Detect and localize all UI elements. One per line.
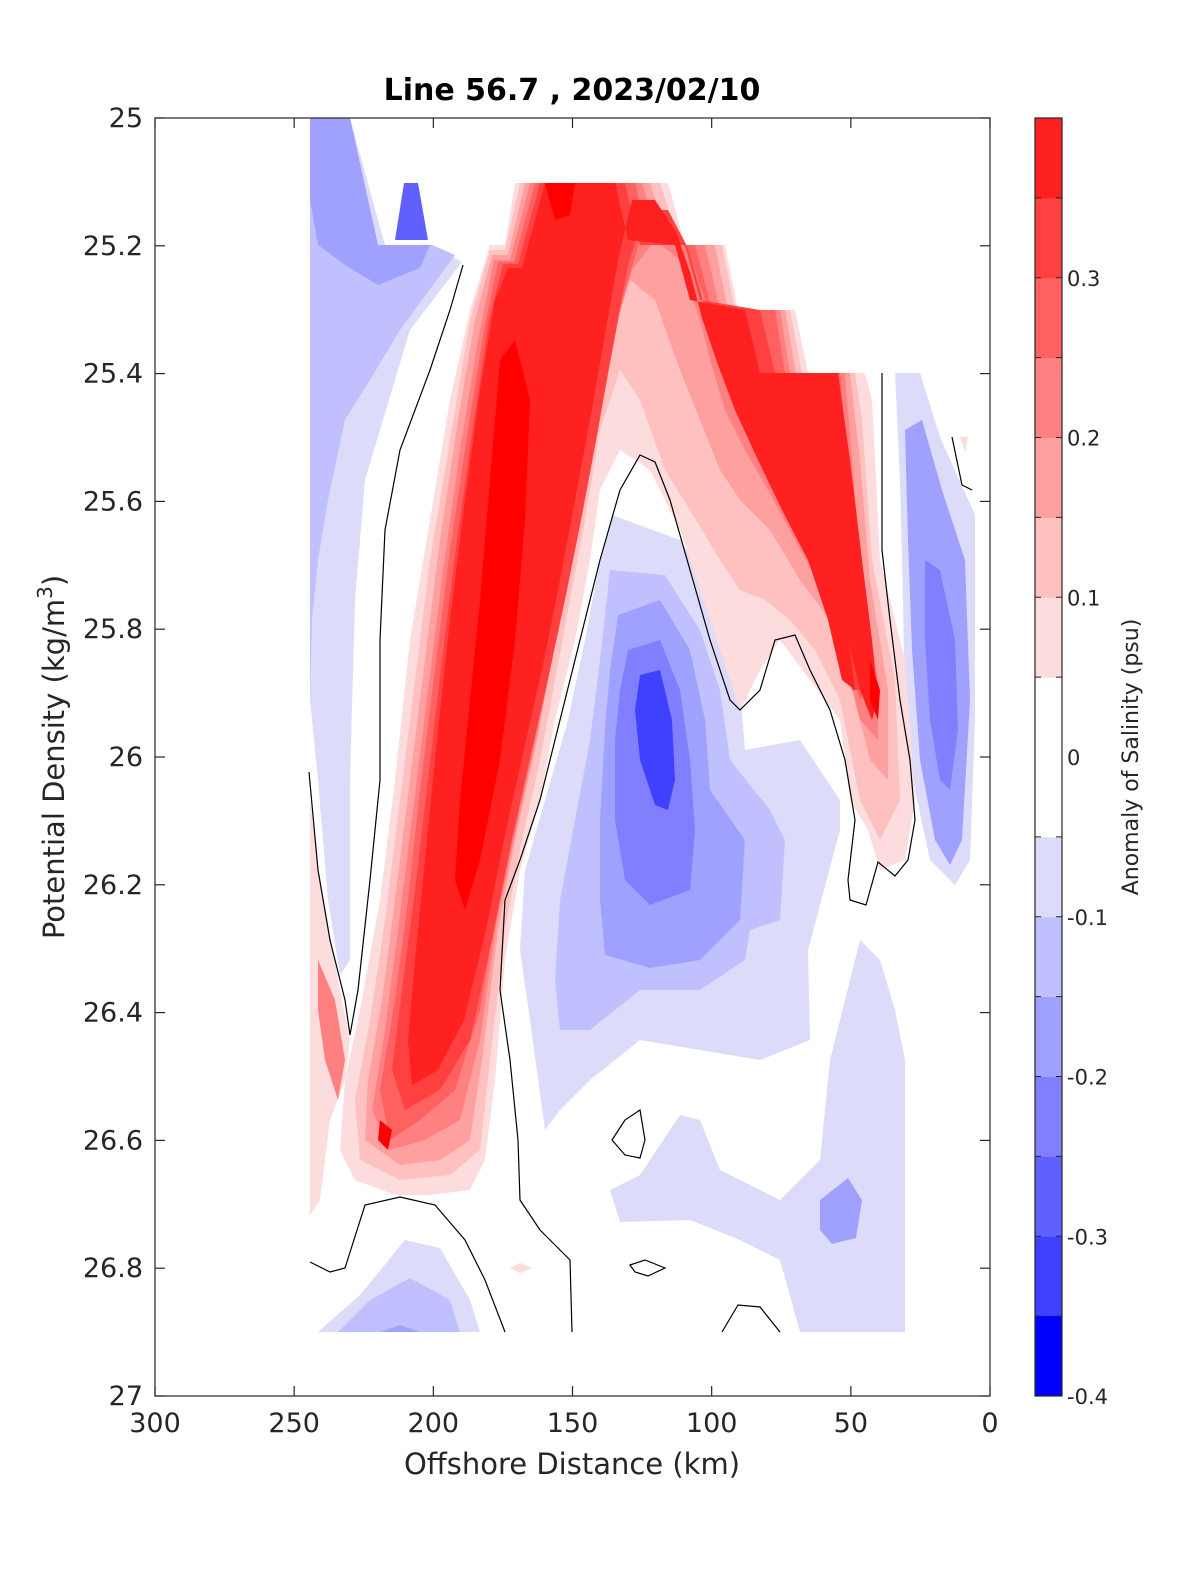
x-axis: 300 250 200 150 100 50 0	[129, 118, 999, 1439]
colorbar-segment	[1035, 517, 1062, 598]
y-tick-label: 26.8	[83, 1253, 143, 1284]
y-axis-title-main: Potential Density (kg/m	[37, 599, 71, 939]
colorbar-tick-label: 0	[1067, 746, 1080, 770]
y-tick-label: 25.2	[83, 231, 143, 262]
neg-patch-far-offshore-core	[395, 183, 428, 240]
colorbar-segment	[1035, 1076, 1062, 1157]
colorbar-segment	[1035, 996, 1062, 1077]
y-tick-label: 26	[109, 742, 143, 773]
y-tick-label: 26.4	[83, 998, 143, 1029]
colorbar-segment	[1035, 1236, 1062, 1317]
neg-patch-deep-offshore-inner	[338, 1278, 460, 1332]
x-axis-title: Offshore Distance (km)	[404, 1447, 740, 1481]
y-axis-title-superscript: 3	[33, 586, 57, 599]
y-tick-label: 25.8	[83, 614, 143, 645]
colorbar-segment	[1035, 836, 1062, 918]
chart-title: Line 56.7 , 2023/02/10	[384, 73, 761, 108]
x-tick-label: 100	[686, 1408, 738, 1439]
y-axis-title-close: )	[37, 575, 71, 586]
zero-contour-west	[308, 264, 464, 1036]
colorbar-segment	[1035, 597, 1062, 678]
pos-core-offshore-red	[820, 373, 878, 720]
y-tick-label: 27	[109, 1381, 143, 1412]
zero-contour-loop-b	[629, 1259, 667, 1277]
y-axis-title: Potential Density (kg/m3)	[33, 575, 71, 939]
contour-field	[310, 118, 975, 1332]
colorbar-tick-label: -0.1	[1067, 906, 1108, 930]
x-tick-label: 150	[547, 1408, 599, 1439]
neg-patch-coastal-core	[925, 560, 958, 790]
colorbar-tick-label: -0.4	[1067, 1385, 1108, 1409]
colorbar-segment	[1035, 277, 1062, 359]
zero-contours	[308, 264, 973, 1333]
y-tick-label: 25.6	[83, 486, 143, 517]
neg-patch-far-offshore-inner	[310, 118, 430, 285]
y-axis: 25 25.2 25.4 25.6 25.8 26 26.2 26.4 26.6 26.8 27	[83, 103, 990, 1412]
colorbar-tick-label: -0.3	[1067, 1225, 1108, 1249]
x-tick-label: 200	[408, 1408, 460, 1439]
colorbar-tick-label: 0.2	[1067, 427, 1100, 451]
colorbar-title: Anomaly of Salinity (psu)	[1119, 619, 1144, 896]
pos-patch-western-tongue-core	[318, 960, 345, 1100]
zero-contour-coastal	[951, 436, 973, 491]
neg-region-mid-core	[635, 670, 675, 810]
colorbar-frame	[1034, 117, 1063, 1397]
y-tick-label: 25.4	[83, 359, 143, 390]
colorbar-segment	[1035, 677, 1062, 838]
colorbar-tick-label: -0.2	[1067, 1066, 1108, 1090]
neg-patch-deep-offshore-core	[380, 1325, 420, 1332]
neg-region-deep-flank-core	[820, 1178, 862, 1244]
colorbar-segment	[1035, 118, 1062, 199]
x-tick-label: 0	[981, 1408, 998, 1439]
colorbar-segment	[1035, 197, 1062, 279]
colorbar-tick-label: 0.3	[1067, 267, 1100, 291]
y-tick-label: 26.6	[83, 1125, 143, 1156]
colorbar-segment	[1035, 1156, 1062, 1237]
zero-contour-mid-descending	[499, 373, 916, 1333]
pos-core-offshore-peak	[870, 660, 880, 720]
y-tick-label: 25	[109, 103, 143, 134]
x-tick-label: 50	[834, 1408, 868, 1439]
colorbar-segment	[1035, 357, 1062, 438]
zero-contour-deep-arc	[721, 1304, 781, 1333]
colorbar-segment	[1035, 1316, 1062, 1396]
zero-contour-loop-a	[611, 1108, 646, 1159]
pos-patch-tiny-deep	[510, 1263, 532, 1273]
x-tick-label: 250	[268, 1408, 320, 1439]
y-tick-label: 26.2	[83, 870, 143, 901]
colorbar: -0.4 -0.3 -0.2 -0.1 0 0.1 0.2 0.3	[1034, 117, 1108, 1409]
pos-core-deep-peak	[378, 1120, 392, 1150]
colorbar-segment	[1035, 916, 1062, 998]
colorbar-tick-label: 0.1	[1067, 586, 1100, 610]
zero-contour-central	[309, 1196, 506, 1333]
x-tick-label: 300	[129, 1408, 181, 1439]
pos-patch-coastal-speck	[960, 437, 968, 452]
pos-core-main-core	[455, 183, 575, 910]
colorbar-segment	[1035, 437, 1062, 518]
